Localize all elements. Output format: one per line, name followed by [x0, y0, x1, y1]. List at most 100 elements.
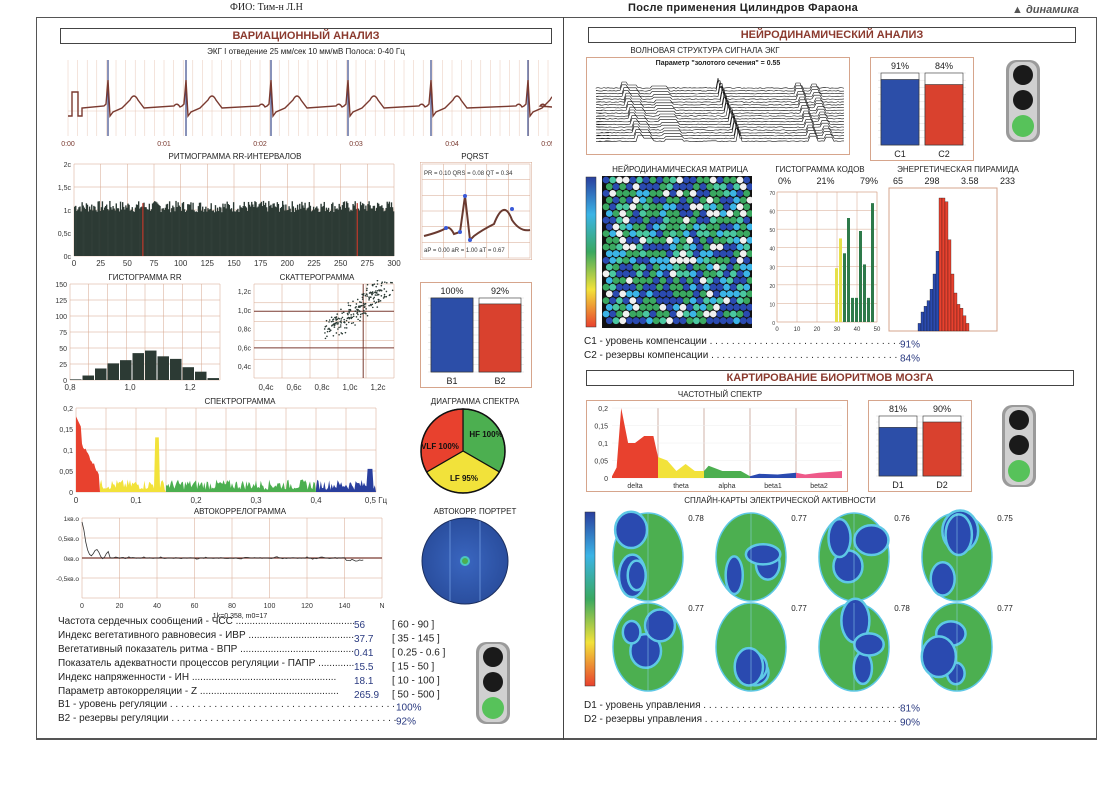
- rr-bar: [204, 209, 206, 256]
- hist-bar: [195, 371, 207, 380]
- scatter-point: [383, 288, 386, 290]
- rr-bar: [98, 201, 100, 256]
- scatter-point: [342, 311, 345, 314]
- rr-bar: [385, 207, 387, 256]
- matrix-cell: [726, 223, 734, 231]
- rr-bar: [166, 203, 169, 256]
- rr-bar: [159, 205, 161, 256]
- matrix-cell: [709, 270, 717, 278]
- rr-bar: [273, 203, 275, 256]
- matrix-cell: [706, 250, 714, 258]
- matrix-cell: [656, 297, 663, 304]
- spline-map: [920, 602, 993, 692]
- rr-bar: [117, 208, 120, 256]
- hist-bar: [107, 363, 119, 380]
- band-area: [612, 408, 658, 478]
- rr-bar: [160, 212, 162, 256]
- matrix-cell: [632, 210, 640, 217]
- matrix-cell: [649, 203, 657, 211]
- matrix-cell: [602, 310, 610, 318]
- rr-bar: [129, 210, 131, 256]
- matrix-cell: [666, 290, 673, 298]
- traffic-light-icon: [1006, 60, 1040, 142]
- matrix-cell: [659, 303, 667, 311]
- matrix-cell: [723, 216, 730, 224]
- hist-ytick: 125: [55, 298, 67, 305]
- rr-bar: [232, 202, 235, 256]
- rr-bar: [280, 206, 283, 256]
- autocorr-footer: 1k=0.358, m0=17: [212, 613, 268, 620]
- scatter-point: [388, 294, 391, 297]
- matrix-cell: [716, 176, 724, 184]
- matrix-cell: [736, 230, 744, 237]
- wave-trace: [595, 100, 845, 112]
- ecg-tick: 0:03: [349, 141, 363, 148]
- matrix-cell: [726, 236, 734, 244]
- rr-bar: [300, 208, 302, 256]
- traffic-light-icon: [1002, 405, 1036, 487]
- matrix-cell: [629, 257, 637, 264]
- report-frame: [36, 17, 1097, 740]
- freq-ytick: 0,1: [598, 441, 608, 448]
- ecg-chart: 0:00 0:01 0:02 0:03 0:04 0:05: [61, 60, 552, 148]
- band-area: [658, 457, 704, 478]
- pqrst-point: [463, 194, 467, 198]
- rr-bar: [253, 207, 255, 256]
- spline-map: [715, 602, 787, 692]
- scatter-point: [330, 316, 333, 319]
- matrix-cell: [642, 283, 650, 291]
- matrix-cell: [656, 310, 663, 318]
- matrix-cell: [672, 250, 680, 258]
- scatter-point: [383, 296, 386, 298]
- rr-bar: [283, 204, 285, 256]
- code-ytick: 30: [769, 265, 775, 271]
- scatter-point: [371, 284, 374, 287]
- rr-bar: [123, 206, 125, 256]
- rr-bar: [389, 207, 392, 256]
- scatter-point: [365, 293, 368, 295]
- rhythm-xtick: 75: [150, 259, 159, 268]
- matrix-cell: [723, 203, 730, 211]
- rr-bar: [355, 209, 357, 256]
- matrix-cell: [646, 196, 653, 204]
- rr-bar: [303, 207, 305, 256]
- scatter-point: [356, 298, 359, 301]
- matrix-cell: [719, 223, 727, 231]
- matrix-cell: [713, 263, 720, 271]
- rr-bar: [320, 203, 322, 256]
- scatter-point: [335, 332, 338, 334]
- matrix-cell: [693, 317, 700, 325]
- rr-bar: [240, 207, 242, 256]
- rr-bar: [187, 204, 189, 256]
- matrix-cell: [699, 223, 707, 231]
- rr-bar: [91, 204, 93, 256]
- scatter-point: [337, 328, 339, 330]
- matrix-cell: [622, 297, 630, 304]
- rr-bar: [136, 204, 139, 256]
- rr-bar: [163, 209, 165, 256]
- matrix-cell: [726, 290, 734, 298]
- rr-bar: [208, 209, 210, 256]
- freq-spectrum-chart: 0,2 0,15 0,1 0,05 0 delta theta alpha beta1 beta2: [586, 400, 848, 492]
- rr-bar: [323, 201, 325, 256]
- matrix-cell: [696, 230, 704, 237]
- matrix-cell: [683, 203, 690, 211]
- summary-row: B2 - резервы регуляции . . . . . . . . .…: [58, 714, 422, 728]
- matrix-cell: [683, 230, 690, 237]
- spline-map: [818, 512, 890, 602]
- matrix-cell: [602, 243, 610, 251]
- rr-bar: [99, 210, 101, 256]
- pyr-val-1: 298: [924, 176, 940, 186]
- matrix-cell: [676, 230, 684, 237]
- matrix-cell: [662, 270, 670, 278]
- rr-bar: [269, 205, 271, 256]
- rr-bar: [234, 211, 236, 256]
- rr-bar: [103, 207, 106, 256]
- matrix-cell: [626, 223, 633, 231]
- scatter-point: [379, 300, 382, 302]
- matrix-cell: [622, 243, 630, 251]
- rr-bar: [360, 205, 363, 256]
- scatter-point: [357, 313, 359, 316]
- matrix-cell: [679, 210, 687, 217]
- scatter-point: [380, 282, 383, 285]
